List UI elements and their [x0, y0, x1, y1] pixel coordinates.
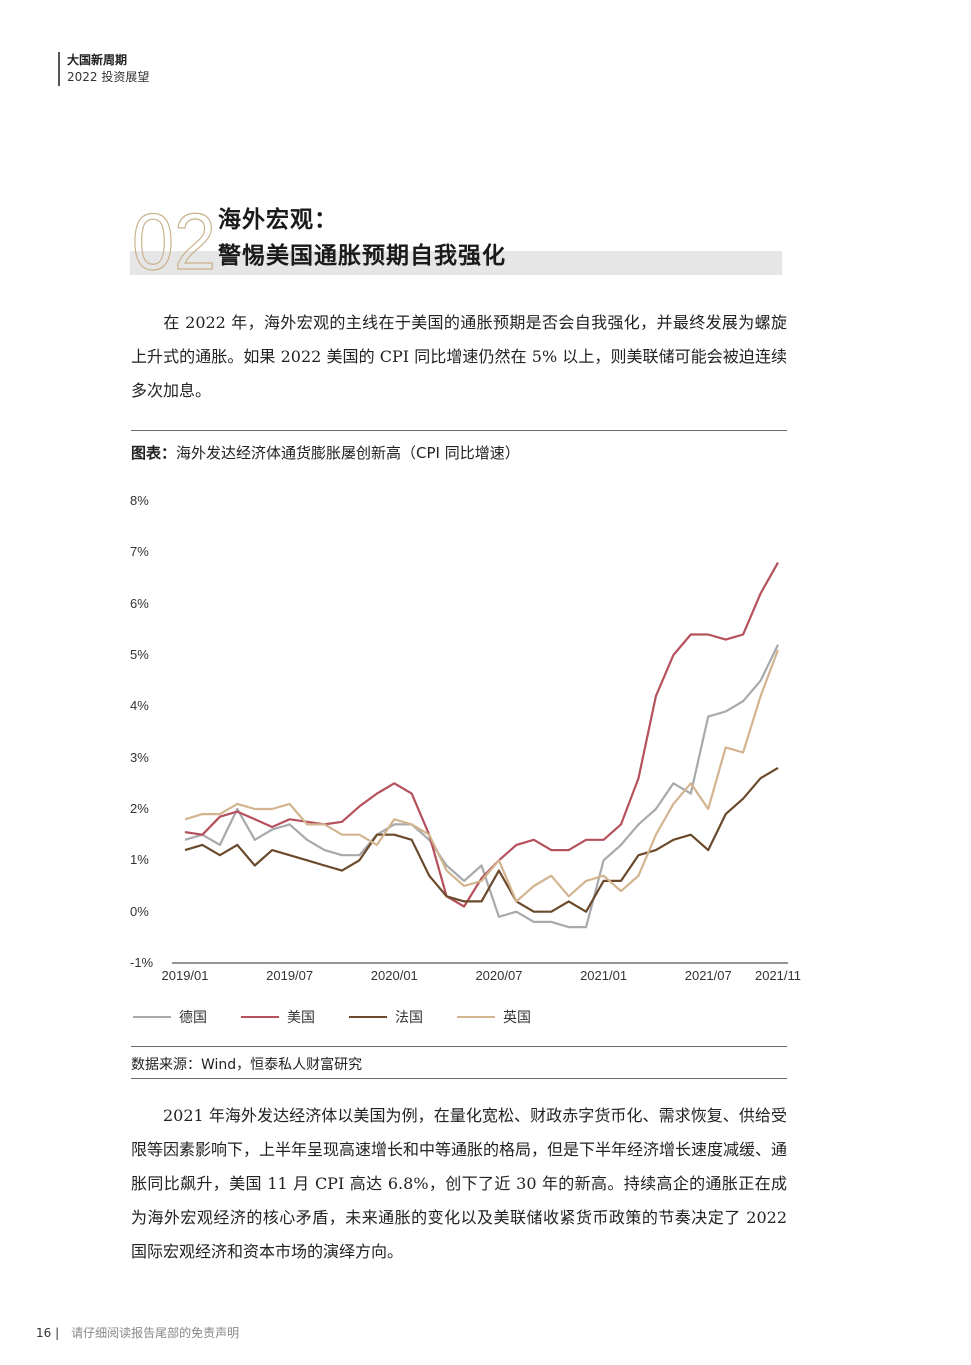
legend-item: 美国	[241, 1007, 315, 1027]
heading-band	[130, 251, 782, 275]
x-tick-label: 2021/07	[684, 968, 732, 983]
intro-paragraph-text: 在 2022 年，海外宏观的主线在于美国的通胀预期是否会自我强化，并最终发展为螺…	[131, 313, 787, 400]
body-paragraph: 2021 年海外发达经济体以美国为例，在量化宽松、财政赤字货币化、需求恢复、供给…	[131, 1099, 787, 1269]
y-tick-label: 4%	[130, 698, 149, 714]
legend-label: 德国	[179, 1010, 207, 1026]
legend-label: 英国	[503, 1010, 531, 1026]
running-head: 大国新周期 2022 投资展望	[58, 52, 149, 86]
legend-item: 英国	[457, 1007, 531, 1027]
section-title-line1: 海外宏观：	[218, 207, 338, 233]
x-tick-label: 2019/07	[266, 968, 314, 983]
chart-caption: 图表：海外发达经济体通货膨胀屡创新高（CPI 同比增速）	[131, 442, 520, 463]
chart-caption-text: 海外发达经济体通货膨胀屡创新高（CPI 同比增速）	[176, 444, 520, 462]
series-line-美国	[184, 562, 779, 908]
series-line-英国	[184, 649, 780, 903]
y-tick-label: 6%	[130, 595, 149, 611]
y-tick-label: 3%	[130, 749, 149, 765]
x-tick-label: 2021/01	[580, 968, 628, 983]
y-tick-label: 5%	[130, 647, 149, 662]
page-footer: 16 | 请仔细阅读报告尾部的免责声明	[36, 1324, 239, 1341]
legend-item: 法国	[349, 1007, 423, 1027]
legend-swatch-icon	[349, 1016, 387, 1018]
intro-paragraph: 在 2022 年，海外宏观的主线在于美国的通胀预期是否会自我强化，并最终发展为螺…	[131, 306, 787, 408]
series-line-法国	[184, 766, 779, 913]
y-tick-label: 1%	[130, 852, 149, 868]
section-title-line2: 警惕美国通胀预期自我强化	[218, 243, 506, 269]
page-number: 16 |	[36, 1326, 60, 1340]
svg-text:02: 02	[132, 205, 216, 273]
cpi-line-chart: 8% 7% 6% 5% 4% 3% 2% 1% 0% -1% 2019/01 2019/07 2020…	[120, 485, 802, 995]
legend-swatch-icon	[241, 1016, 279, 1018]
disclaimer-note: 请仔细阅读报告尾部的免责声明	[71, 1326, 240, 1340]
source-bottom-rule	[131, 1078, 787, 1079]
chart-plot-area	[172, 562, 788, 964]
source-top-rule	[131, 1046, 787, 1047]
x-tick-label: 2019/01	[161, 968, 209, 983]
x-tick-label: 2020/07	[475, 968, 523, 983]
section-number-outline: 02	[132, 205, 216, 273]
legend-swatch-icon	[133, 1016, 171, 1018]
chart-source: 数据来源：Wind，恒泰私人财富研究	[131, 1057, 363, 1073]
chart-caption-label: 图表：	[131, 444, 177, 462]
running-head-title: 大国新周期	[67, 53, 128, 67]
x-tick-label: 2021/11	[754, 968, 802, 983]
legend-swatch-icon	[457, 1016, 495, 1018]
section-heading: 02 海外宏观： 警惕美国通胀预期自我强化	[130, 203, 782, 275]
legend-item: 德国	[133, 1007, 207, 1027]
chart-legend: 德国 美国 法国 英国	[133, 1007, 565, 1027]
legend-label: 法国	[395, 1010, 423, 1026]
series-line-德国	[184, 644, 779, 929]
y-tick-label: 0%	[130, 903, 149, 919]
running-head-subtitle: 2022 投资展望	[67, 70, 150, 84]
y-tick-label: 2%	[130, 801, 149, 816]
legend-label: 美国	[287, 1010, 315, 1026]
chart-top-rule	[131, 430, 787, 431]
y-tick-label: 7%	[130, 544, 149, 560]
x-tick-label: 2020/01	[370, 968, 418, 983]
y-tick-label: -1%	[130, 955, 154, 970]
y-tick-label: 8%	[130, 493, 149, 508]
body-paragraph-text: 2021 年海外发达经济体以美国为例，在量化宽松、财政赤字货币化、需求恢复、供给…	[131, 1106, 788, 1261]
